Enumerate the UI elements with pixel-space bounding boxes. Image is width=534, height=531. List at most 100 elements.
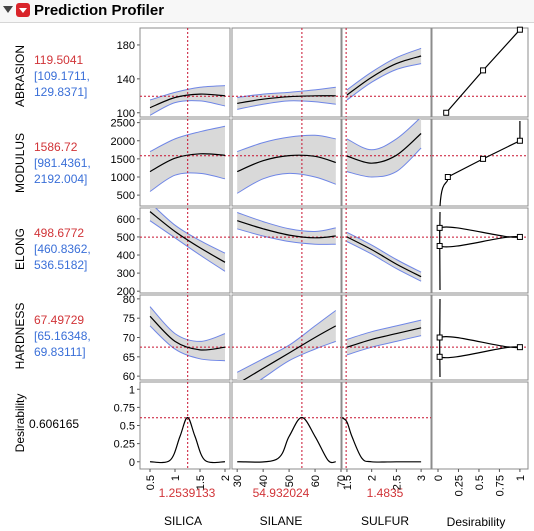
ci-lower-abrasion-sulfur <box>346 63 422 101</box>
row-label-modulus: MODULUS <box>13 133 27 193</box>
y-tick-label-hardness-3: 65 <box>123 352 135 364</box>
desirability-handle-abrasion-1[interactable] <box>480 67 487 74</box>
abrasion-ci-high: 129.8371] <box>34 85 87 99</box>
y-tick-label-elong-2: 400 <box>117 250 135 262</box>
y-tick-label-elong-3: 300 <box>117 268 135 280</box>
profiler-plot: ABRASION MODULUS ELONG HARDNESS Desirabi… <box>13 26 529 529</box>
x-tick-label-sulfur-0: 1.5 <box>342 475 354 490</box>
ci-upper-elong-silane <box>237 212 336 233</box>
desirability-cell-desirability <box>431 381 529 470</box>
y-tick-label-desirability-0: 1 <box>129 384 135 396</box>
ci-band-hardness-silane <box>237 310 336 380</box>
modulus-ci-high: 2192.004] <box>34 172 87 186</box>
desirability-handle-elong-1[interactable] <box>516 233 523 240</box>
prediction-trace-hardness-silica <box>149 315 226 351</box>
desirability-handle-hardness-0[interactable] <box>436 353 443 360</box>
elong-ci-low: [460.8362, <box>34 242 91 256</box>
desirability-handle-abrasion-2[interactable] <box>516 26 523 33</box>
silica-axis-label: SILICA <box>164 514 202 528</box>
sulfur-axis-label: SULFUR <box>361 514 409 528</box>
x-tick-label-silica-3: 2 <box>220 475 232 481</box>
row-label-abrasion: ABRASION <box>13 45 27 107</box>
desirability-axis-label: Desirability <box>447 515 506 529</box>
x-tick-label-silane-2: 50 <box>284 475 296 487</box>
x-tick-label-sulfur-3: 3 <box>416 475 428 481</box>
red-triangle-menu-icon[interactable] <box>16 3 30 17</box>
ci-upper-modulus-silica <box>149 125 226 153</box>
ci-upper-abrasion-sulfur <box>346 47 422 91</box>
prediction-trace-modulus-sulfur <box>346 133 422 164</box>
ci-band-hardness-sulfur <box>346 320 422 355</box>
x-tick-label-silica-0: 0.5 <box>145 475 157 490</box>
desirability-handle-hardness-2[interactable] <box>436 334 443 341</box>
desirability-handle-modulus-1[interactable] <box>480 155 487 162</box>
prediction-trace-abrasion-silane <box>237 95 336 104</box>
window-title: Prediction Profiler <box>34 2 165 19</box>
x-tick-label-desirability-1: 0.25 <box>453 475 465 496</box>
ci-upper-abrasion-silane <box>237 86 336 98</box>
elong-current-value[interactable]: 498.6772 <box>34 226 84 240</box>
ci-lower-elong-sulfur <box>346 241 422 282</box>
desirability-cell-elong <box>431 207 529 294</box>
cell-content-abrasion-sulfur <box>342 28 431 117</box>
x-tick-label-sulfur-2: 2.5 <box>391 475 403 490</box>
x-tick-label-silane-4: 70 <box>336 475 348 487</box>
x-tick-label-silane-1: 40 <box>258 475 270 487</box>
prediction-trace-elong-sulfur <box>346 236 422 278</box>
cell-content-hardness-silica <box>140 295 230 380</box>
x-tick-label-desirability-2: 0.5 <box>474 475 486 490</box>
ci-upper-elong-sulfur <box>346 231 422 273</box>
y-tick-label-desirability-1: 0.75 <box>114 402 135 414</box>
cell-content-abrasion-silica <box>140 28 230 117</box>
y-tick-label-modulus-4: 500 <box>117 190 135 202</box>
silica-current-value[interactable]: 1.2539133 <box>159 486 216 500</box>
prediction-trace-desirability-sulfur <box>342 417 422 463</box>
cell-content-elong-silica <box>140 208 230 293</box>
prediction-trace-elong-silane <box>237 220 336 239</box>
sulfur-current-value[interactable]: 1.4835 <box>367 486 404 500</box>
elong-ci-high: 536.5182] <box>34 258 87 272</box>
row-label-hardness: HARDNESS <box>13 303 27 370</box>
abrasion-ci-low: [109.1711, <box>34 69 90 83</box>
x-tick-label-desirability-4: 1 <box>515 475 527 481</box>
modulus-current-value[interactable]: 1586.72 <box>34 140 78 154</box>
prediction-trace-modulus-silane <box>236 154 336 173</box>
y-tick-label-hardness-0: 80 <box>123 294 135 306</box>
y-tick-label-desirability-3: 0.25 <box>114 439 135 451</box>
y-tick-label-modulus-0: 2500 <box>111 118 135 130</box>
x-tick-label-silica-2: 1.5 <box>195 475 207 490</box>
x-tick-label-silane-3: 60 <box>310 475 322 487</box>
row-label-desirability: Desirability <box>13 394 27 453</box>
x-tick-label-silica-1: 1 <box>170 475 182 481</box>
y-tick-label-abrasion-0: 180 <box>117 40 135 52</box>
cell-elong-sulfur <box>341 207 432 294</box>
cell-content-modulus-sulfur <box>342 119 431 206</box>
x-tick-label-desirability-0: 0 <box>433 475 445 481</box>
y-tick-label-modulus-3: 1000 <box>111 172 135 184</box>
ci-band-hardness-silica <box>150 306 225 361</box>
cell-content-abrasion-silane <box>232 28 341 117</box>
silane-axis-label: SILANE <box>260 514 303 528</box>
y-tick-label-hardness-1: 75 <box>123 313 135 325</box>
ci-lower-elong-silica <box>149 220 226 272</box>
desirability-handle-elong-2[interactable] <box>436 224 443 231</box>
profiler-header: Prediction Profiler <box>0 0 534 23</box>
desirability-handle-hardness-1[interactable] <box>516 344 523 351</box>
desirability-handle-abrasion-0[interactable] <box>443 109 450 116</box>
ci-band-abrasion-silane <box>237 87 336 110</box>
abrasion-current-value[interactable]: 119.5041 <box>34 53 83 67</box>
cell-content-modulus-silane <box>232 119 341 206</box>
desirability-handle-elong-0[interactable] <box>436 242 443 249</box>
ci-lower-hardness-silane <box>259 340 336 380</box>
y-tick-label-elong-1: 500 <box>117 232 135 244</box>
silane-current-value[interactable]: 54.932024 <box>253 486 310 500</box>
ci-upper-hardness-sulfur <box>346 319 422 340</box>
x-tick-label-desirability-3: 0.75 <box>494 475 506 496</box>
hardness-current-value[interactable]: 67.49729 <box>34 313 84 327</box>
disclosure-toggle-icon[interactable] <box>3 6 13 13</box>
cell-content-desirability-silica <box>140 382 230 469</box>
desirability-handle-modulus-0[interactable] <box>444 174 451 180</box>
cell-content-hardness-silane <box>232 295 341 380</box>
cell-desirability-silane <box>231 381 342 470</box>
desirability-handle-modulus-2[interactable] <box>516 137 523 144</box>
